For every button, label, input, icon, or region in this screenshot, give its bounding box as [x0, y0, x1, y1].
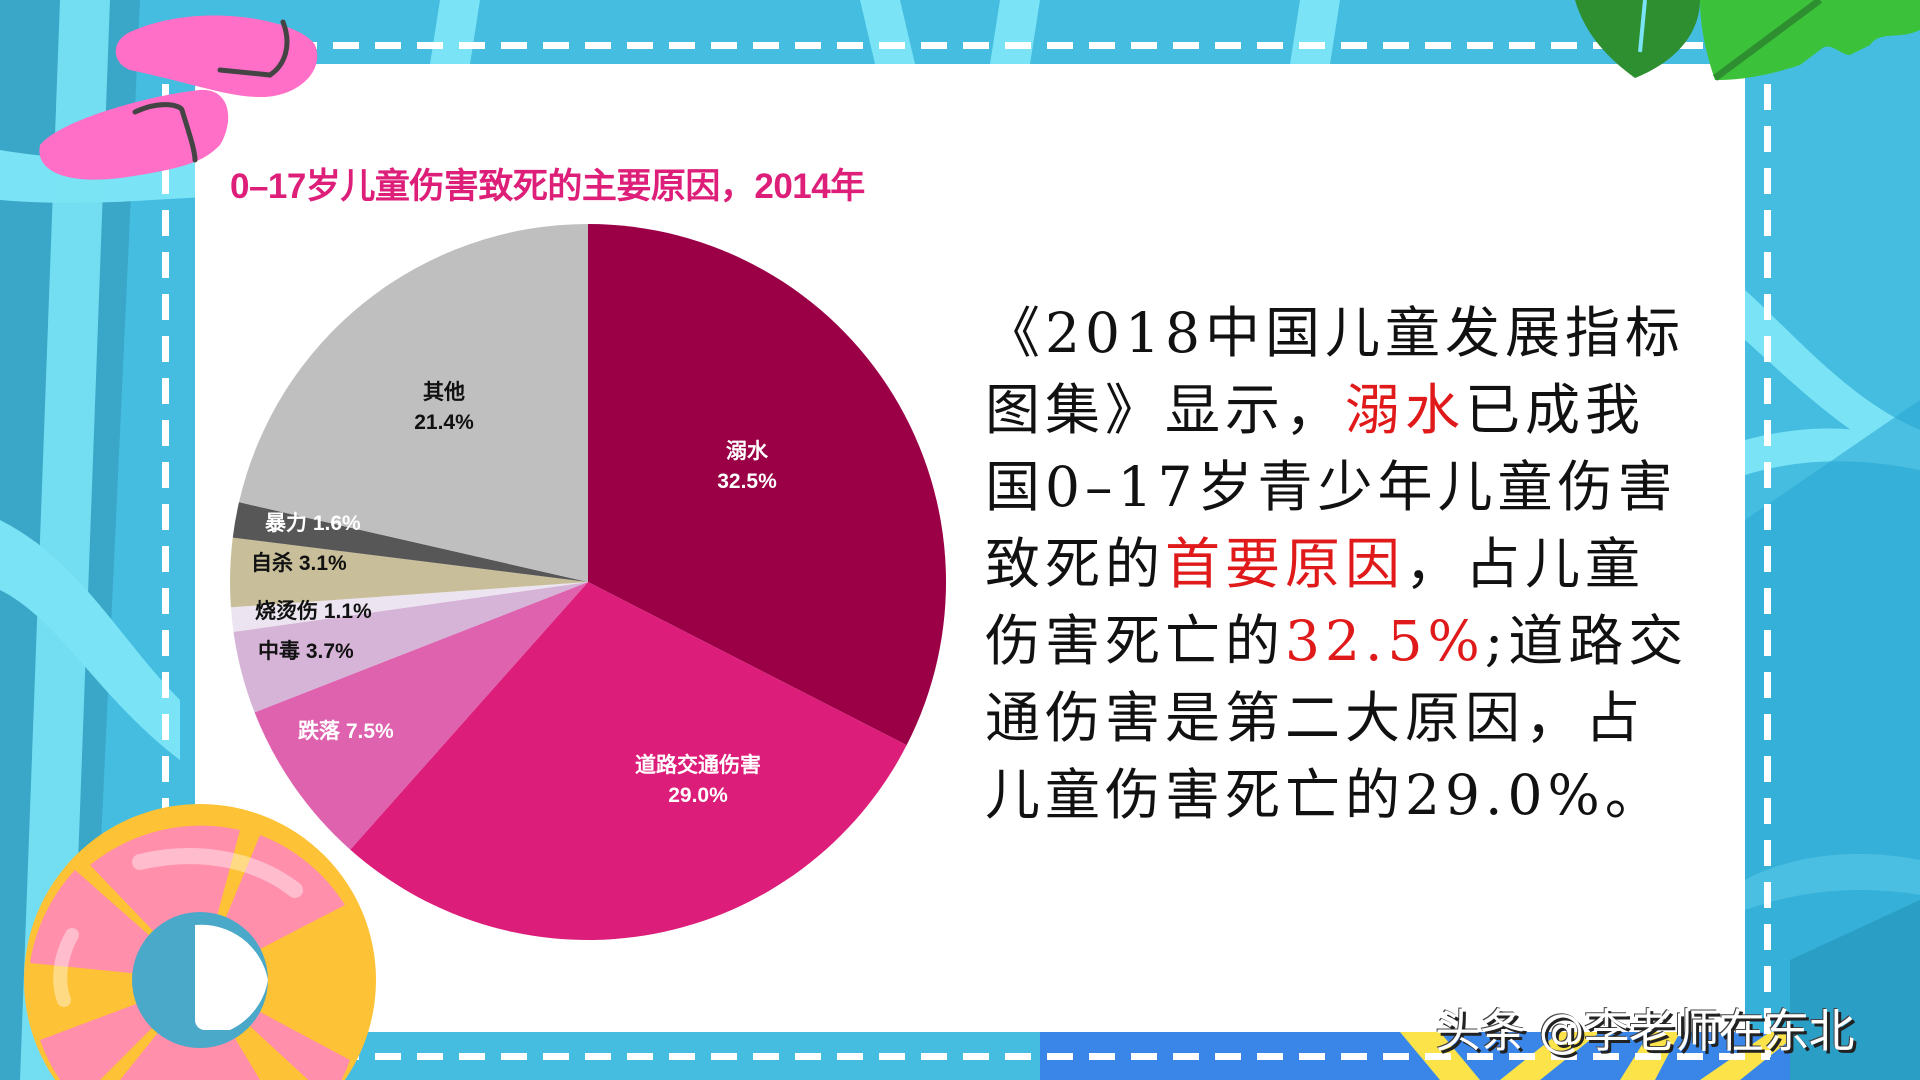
- desc-text: ，占儿童: [1405, 532, 1646, 596]
- desc-text: 伤害死亡的: [985, 609, 1286, 673]
- label-drowning-name: 溺水: [726, 440, 769, 463]
- label-traffic-name: 道路交通伤害: [635, 753, 761, 777]
- watermark: 头条 @李老师在东北: [1435, 1004, 1855, 1058]
- desc-line-1: 《2018中国儿童发展指标: [985, 301, 1685, 365]
- highlight-percentage: 32.5%: [1285, 609, 1485, 673]
- description-text: 《2018中国儿童发展指标 图集》显示，溺水已成我 国0–17岁青少年儿童伤害 …: [985, 295, 1705, 834]
- pie-slice: [230, 582, 588, 632]
- pie-slice: [254, 582, 588, 850]
- label-other-pct: 21.4%: [414, 411, 474, 434]
- label-poison: 中毒 3.7%: [258, 639, 354, 663]
- desc-line-6: 通伤害是第二大原因，占: [985, 686, 1646, 750]
- highlight-primary-cause: 首要原因: [1165, 532, 1406, 596]
- label-traffic-pct: 29.0%: [668, 784, 728, 807]
- pie-slice: [229, 537, 588, 608]
- pie-slice: [239, 224, 588, 582]
- desc-line-5: 伤害死亡的32.5%;道路交: [985, 603, 1705, 680]
- pie-slice: [588, 224, 947, 746]
- label-suicide: 自杀 3.1%: [251, 551, 347, 575]
- pie-slice: [350, 582, 907, 940]
- label-violence: 暴力 1.6%: [265, 512, 361, 535]
- highlight-drowning: 溺水: [1345, 378, 1466, 442]
- desc-text: 致死的: [985, 532, 1166, 596]
- desc-line-2: 图集》显示，溺水已成我: [985, 372, 1705, 449]
- desc-text: ;道路交: [1484, 609, 1689, 673]
- label-falls: 跌落 7.5%: [298, 720, 394, 743]
- dashed-border-right: [1764, 42, 1771, 1057]
- dashed-border-bottom: [165, 1053, 1770, 1060]
- label-burns: 烧烫伤 1.1%: [255, 599, 372, 623]
- desc-line-4: 致死的首要原因，占儿童: [985, 526, 1705, 603]
- label-drowning-pct: 32.5%: [717, 470, 777, 493]
- desc-line-3: 国0–17岁青少年儿童伤害: [985, 455, 1678, 519]
- desc-text: 图集》显示，: [985, 378, 1346, 442]
- pie-slices: [229, 224, 947, 940]
- desc-text: 已成我: [1465, 378, 1646, 442]
- desc-line-7: 儿童伤害死亡的29.0%。: [985, 763, 1665, 827]
- dashed-border-top: [165, 42, 1770, 49]
- chart-title: 0–17岁儿童伤害致死的主要原因，2014年: [230, 167, 865, 206]
- pie-slice: [233, 582, 589, 713]
- pie-slice: [232, 502, 588, 582]
- label-other-name: 其他: [423, 380, 465, 404]
- dashed-border-left: [162, 42, 169, 1057]
